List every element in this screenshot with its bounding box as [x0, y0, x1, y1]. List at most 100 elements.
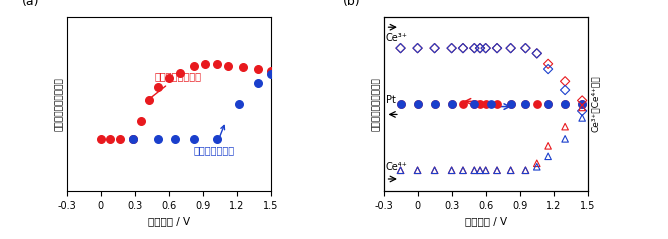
Point — [543, 102, 554, 106]
Text: Ce⁴⁺: Ce⁴⁺ — [385, 162, 407, 172]
Point — [480, 46, 491, 50]
Point — [412, 102, 423, 106]
Point — [505, 168, 516, 172]
Point — [469, 102, 480, 106]
Point — [532, 165, 542, 169]
Point — [480, 102, 491, 106]
Point — [143, 98, 154, 102]
Point — [128, 137, 138, 141]
Point — [505, 46, 516, 50]
Point — [200, 62, 210, 66]
Point — [430, 46, 440, 50]
Point — [211, 62, 222, 66]
Point — [458, 168, 468, 172]
Text: (b): (b) — [343, 0, 360, 8]
Point — [234, 102, 244, 106]
Point — [520, 46, 531, 50]
Point — [560, 102, 570, 106]
Point — [152, 137, 163, 141]
Point — [475, 168, 486, 172]
Point — [560, 137, 570, 141]
Point — [492, 46, 502, 50]
Point — [412, 102, 423, 106]
Point — [395, 168, 406, 172]
Y-axis label: 白金表面の酸化の程度: 白金表面の酸化の程度 — [55, 77, 64, 131]
Point — [543, 67, 554, 71]
Point — [543, 144, 554, 148]
Point — [458, 46, 468, 50]
Point — [412, 168, 423, 172]
Point — [252, 67, 263, 71]
Point — [175, 71, 186, 75]
X-axis label: 電極電位 / V: 電極電位 / V — [465, 217, 507, 227]
Text: (a): (a) — [22, 0, 39, 8]
Point — [135, 120, 146, 123]
Point — [458, 102, 468, 106]
Text: Pt: Pt — [385, 95, 395, 105]
Point — [532, 102, 542, 106]
Point — [480, 46, 491, 50]
Point — [505, 168, 516, 172]
Point — [480, 168, 491, 172]
Point — [492, 168, 502, 172]
Point — [543, 154, 554, 158]
Point — [475, 102, 486, 106]
Point — [237, 65, 248, 69]
Point — [560, 88, 570, 92]
Point — [560, 79, 570, 83]
Point — [266, 72, 277, 76]
Point — [560, 125, 570, 129]
Point — [395, 46, 406, 50]
Point — [430, 102, 440, 106]
Point — [412, 46, 423, 50]
Point — [188, 137, 199, 141]
Text: 白金表面の酸化: 白金表面の酸化 — [194, 125, 235, 155]
Text: 白金酸化物の還元: 白金酸化物の還元 — [146, 71, 201, 101]
Point — [446, 168, 457, 172]
Point — [577, 102, 588, 106]
X-axis label: 電極電位 / V: 電極電位 / V — [148, 217, 190, 227]
Point — [480, 168, 491, 172]
Point — [475, 46, 486, 50]
Point — [252, 81, 263, 85]
Point — [469, 168, 480, 172]
Point — [577, 102, 588, 106]
Point — [520, 168, 531, 172]
Point — [446, 102, 457, 106]
Point — [430, 46, 440, 50]
Point — [486, 102, 497, 106]
Point — [577, 98, 588, 102]
Point — [543, 102, 554, 106]
Point — [222, 64, 233, 67]
Point — [105, 137, 116, 141]
Point — [128, 137, 138, 141]
Point — [532, 51, 542, 55]
Point — [577, 106, 588, 109]
Point — [475, 46, 486, 50]
Point — [469, 102, 480, 106]
Point — [475, 168, 486, 172]
Point — [446, 102, 457, 106]
Point — [520, 102, 531, 106]
Point — [446, 168, 457, 172]
Point — [211, 137, 222, 141]
Point — [446, 46, 457, 50]
Point — [520, 102, 531, 106]
Point — [430, 102, 440, 106]
Point — [152, 85, 163, 88]
Point — [577, 116, 588, 120]
Point — [520, 46, 531, 50]
Point — [492, 46, 502, 50]
Point — [560, 102, 570, 106]
Y-axis label: Ce³⁺／Ce⁴⁺の量: Ce³⁺／Ce⁴⁺の量 — [591, 76, 600, 132]
Point — [96, 137, 106, 141]
Point — [266, 69, 277, 73]
Point — [532, 161, 542, 165]
Point — [492, 168, 502, 172]
Point — [469, 46, 480, 50]
Point — [188, 64, 199, 67]
Point — [412, 46, 423, 50]
Point — [492, 102, 502, 106]
Point — [169, 137, 180, 141]
Point — [430, 168, 440, 172]
